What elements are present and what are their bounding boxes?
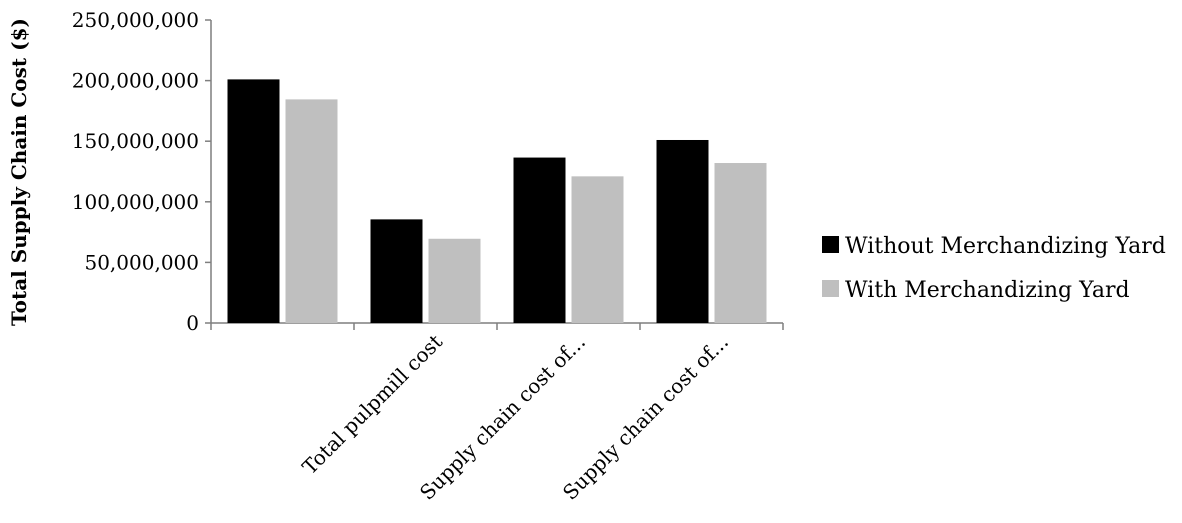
legend-label: With Merchandizing Yard <box>845 278 1130 303</box>
bar-with-merchandizing-yard <box>714 163 767 323</box>
x-tick-label: Supply chain cost of... <box>558 330 733 505</box>
y-axis: 0 50,000,000 100,000,000 150,000,000 200,000… <box>72 8 212 335</box>
y-axis-title: Total Supply Chain Cost ($) <box>7 18 31 326</box>
bar-without-merchandizing-yard <box>227 79 280 323</box>
bar-with-merchandizing-yard <box>428 238 481 323</box>
y-tick-label: 200,000,000 <box>72 69 199 93</box>
x-tick-label: Total pulpmill cost <box>297 330 447 480</box>
x-tick-label: Supply chain cost of... <box>415 330 590 505</box>
legend-swatch <box>822 236 839 253</box>
bar-without-merchandizing-yard <box>370 219 423 323</box>
bar-without-merchandizing-yard <box>656 139 709 323</box>
legend: Without Merchandizing Yard With Merchandi… <box>822 234 1166 303</box>
bar-with-merchandizing-yard <box>571 176 624 323</box>
legend-swatch <box>822 280 839 297</box>
y-tick-label: 0 <box>186 311 199 335</box>
bars <box>227 79 767 323</box>
bar-without-merchandizing-yard <box>513 157 566 323</box>
legend-label: Without Merchandizing Yard <box>845 234 1166 259</box>
y-tick-label: 150,000,000 <box>72 129 199 153</box>
y-tick-label: 50,000,000 <box>84 250 199 274</box>
y-tick-label: 250,000,000 <box>72 8 199 32</box>
y-tick-label: 100,000,000 <box>72 190 199 214</box>
bar-with-merchandizing-yard <box>285 99 338 323</box>
